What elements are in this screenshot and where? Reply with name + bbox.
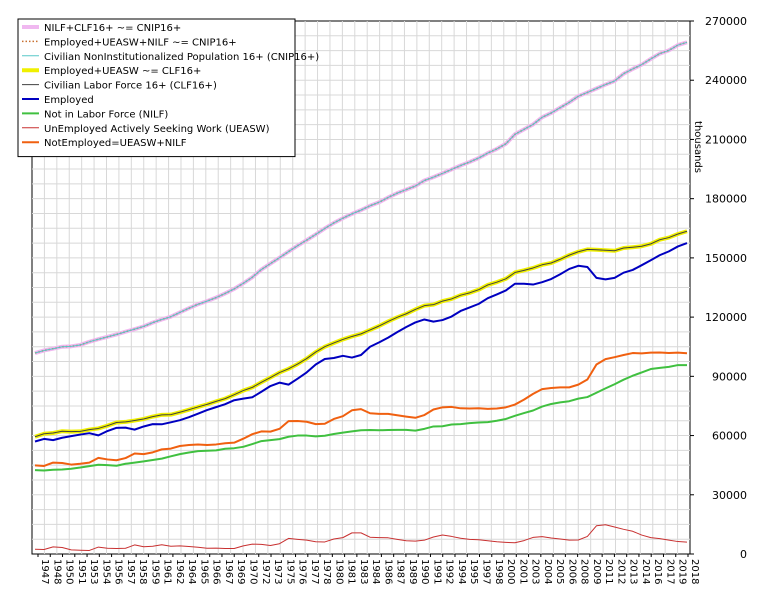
y-tick-label: 150000 <box>705 252 747 265</box>
series-line-civilian-labor-force-16-clf16 <box>34 230 688 438</box>
x-tick-label: 1961 <box>162 559 173 584</box>
x-tick-label: 2019 <box>677 559 688 584</box>
x-tick-label: 1969 <box>235 559 246 584</box>
y-tick-label: 270000 <box>705 15 747 28</box>
x-tick-label: 2006 <box>566 559 577 584</box>
x-tick-label: 1966 <box>211 559 222 584</box>
x-tick-label: 1948 <box>51 559 62 584</box>
y-tick-label: 90000 <box>712 370 747 383</box>
x-tick-label: 1991 <box>432 559 443 584</box>
x-tick-label: 1997 <box>481 559 492 584</box>
legend-label: Employed+UEASW ~= CLF16+ <box>44 66 201 77</box>
y-axis-label: thousands <box>692 121 703 173</box>
y-tick-label: 210000 <box>705 133 747 146</box>
legend-label: Employed+UEASW+NILF ~= CNIP16+ <box>44 37 237 48</box>
x-tick-label: 1998 <box>493 559 504 584</box>
legend: NILF+CLF16+ ~= CNIP16+ Employed+UEASW+NIL… <box>17 18 319 158</box>
x-tick-label: 2000 <box>505 559 516 584</box>
y-tick-label: 60000 <box>712 430 747 443</box>
x-tick-label: 1950 <box>64 559 75 584</box>
x-tick-label: 1964 <box>186 559 197 584</box>
x-tick-label: 2012 <box>615 559 626 584</box>
x-tick-label: 2014 <box>640 559 651 584</box>
x-tick-label: 2003 <box>530 559 541 584</box>
x-tick-label: 1977 <box>309 559 320 584</box>
x-tick-label: 1990 <box>419 559 430 584</box>
legend-label: UnEmployed Actively Seeking Work (UEASW) <box>44 124 270 135</box>
x-tick-label: 1947 <box>39 559 50 584</box>
x-tick-label: 2009 <box>591 559 602 584</box>
x-tick-label: 2016 <box>652 559 663 584</box>
series-line-notemployed-ueasw-nilf <box>34 351 688 467</box>
legend-box <box>17 18 296 158</box>
x-tick-label: 1992 <box>444 559 455 584</box>
series-line-not-in-labor-force-nilf <box>34 364 687 472</box>
x-tick-label: 2018 <box>689 559 700 584</box>
x-tick-label: 1981 <box>346 559 357 584</box>
x-tick-label: 1994 <box>456 559 467 584</box>
x-tick-label: 2005 <box>554 559 565 584</box>
x-tick-label: 1953 <box>88 559 99 584</box>
x-tick-label: 1975 <box>284 559 295 584</box>
x-tick-label: 1989 <box>407 559 418 584</box>
y-tick-label: 180000 <box>705 193 747 206</box>
x-tick-label: 1959 <box>149 559 160 584</box>
x-tick-label: 1958 <box>137 559 148 584</box>
x-tick-label: 1973 <box>272 559 283 584</box>
x-tick-label: 1986 <box>382 559 393 584</box>
x-tick-label: 1965 <box>198 559 209 584</box>
x-tick-label: 1954 <box>100 559 111 584</box>
x-tick-label: 1984 <box>370 559 381 584</box>
legend-label: NotEmployed=UEASW+NILF <box>44 138 187 149</box>
x-tick-label: 1957 <box>125 559 136 584</box>
y-tick-label: 120000 <box>705 311 747 324</box>
y-tick-label: 30000 <box>712 489 747 502</box>
x-tick-label: 1956 <box>113 559 124 584</box>
x-tick-label: 1951 <box>76 559 87 584</box>
x-tick-label: 2017 <box>665 559 676 584</box>
x-axis-ticks: 1947 1948 1950 1951 1953 1954 1956 1957 1958 1959… <box>37 554 700 584</box>
series-line-unemployed-actively-seeking-work-ueasw <box>34 524 688 551</box>
x-tick-label: 1980 <box>333 559 344 584</box>
legend-label: Civilian Labor Force 16+ (CLF16+) <box>44 81 217 92</box>
x-tick-label: 1962 <box>174 559 185 584</box>
x-tick-label: 1995 <box>468 559 479 584</box>
x-tick-label: 2011 <box>603 559 614 584</box>
legend-label: Civilian NonInstitutionalized Population… <box>44 52 319 63</box>
x-tick-label: 1970 <box>248 559 259 584</box>
legend-label: Employed <box>44 95 94 106</box>
series-line-civilian-noninstitutionalized-population-16-cnip16 <box>34 41 688 354</box>
x-tick-label: 1976 <box>297 559 308 584</box>
legend-label: NILF+CLF16+ ~= CNIP16+ <box>44 23 181 34</box>
x-tick-label: 1983 <box>358 559 369 584</box>
x-tick-label: 1987 <box>395 559 406 584</box>
x-tick-label: 1967 <box>223 559 234 584</box>
y-tick-label: 0 <box>740 548 747 561</box>
legend-label: Not in Labor Force (NILF) <box>44 109 168 120</box>
y-axis-ticks: 0 30000 60000 90000 120000 150000 180000 210000… <box>690 15 747 561</box>
x-tick-label: 1978 <box>321 559 332 584</box>
x-tick-label: 2001 <box>517 559 528 584</box>
x-tick-label: 2008 <box>579 559 590 584</box>
series-line-employed <box>34 242 688 443</box>
series-lines <box>34 40 688 551</box>
x-tick-label: 2013 <box>628 559 639 584</box>
y-tick-label: 240000 <box>705 74 747 87</box>
x-tick-label: 2004 <box>542 559 553 584</box>
x-tick-label: 1972 <box>260 559 271 584</box>
